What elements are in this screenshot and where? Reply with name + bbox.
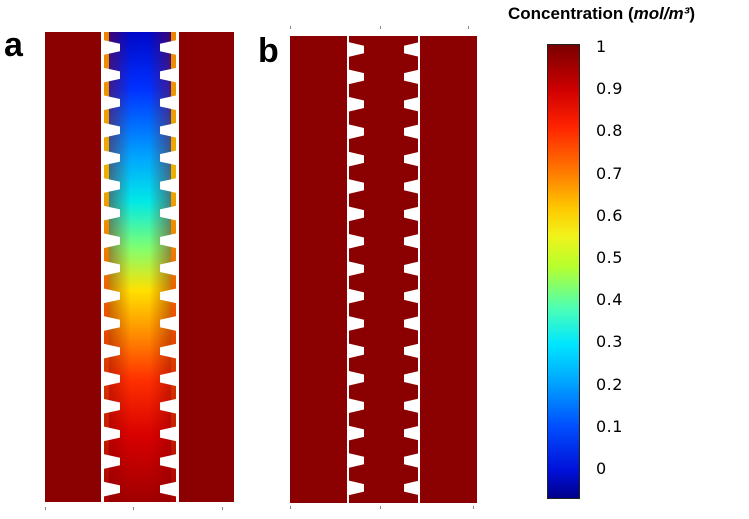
colorbar-title: Concentration (mol/m³) [508, 4, 695, 24]
wall-notch [160, 288, 177, 304]
wall-notch [160, 40, 177, 55]
wall-notch [404, 206, 420, 222]
wall-notch [348, 398, 364, 414]
axis-tick [290, 506, 291, 509]
wall-notch [160, 316, 177, 331]
wall-notch [348, 42, 364, 57]
colorbar-tick-label: 0 [596, 459, 607, 478]
colorbar-tick-label: 0.2 [596, 374, 623, 394]
wall-notch [404, 425, 420, 441]
wall-notch [103, 481, 120, 497]
axis-tick [45, 507, 46, 510]
wall-notch [103, 454, 120, 469]
wall-notch [103, 316, 120, 331]
wall-notch [404, 179, 420, 194]
concentration-field-a [45, 32, 234, 502]
wall-notch [404, 96, 420, 112]
colorbar-tick-label: 0.1 [596, 416, 623, 436]
wall-notch [348, 316, 364, 331]
wall-notch [348, 206, 364, 222]
wall-notch [348, 96, 364, 112]
wall-notch [160, 95, 177, 111]
colorbar-tick-label: 0.5 [596, 248, 623, 267]
colorbar-tick-label: 0.4 [596, 290, 623, 310]
wall-notch [404, 316, 420, 331]
axis-tick [380, 26, 381, 29]
colorbar-tick-label: 0.9 [596, 79, 623, 99]
wall-notch [103, 150, 120, 166]
wall-notch [160, 178, 177, 193]
wall-notch [103, 371, 120, 387]
wall-notch [348, 233, 364, 249]
colorbar-tick-label: 0.8 [596, 121, 623, 141]
wall-notch [404, 261, 420, 277]
wall-notch [404, 233, 420, 249]
wall-notch [404, 288, 420, 304]
wall-notch [160, 150, 177, 166]
wall-notch [348, 151, 364, 167]
wall-notch [103, 40, 120, 55]
wall-notch [160, 67, 177, 83]
wall-notch [103, 426, 120, 442]
wall-notch [103, 67, 120, 83]
wall-notch [404, 42, 420, 57]
wall-notch [103, 398, 120, 414]
colorbar-title-end: ) [689, 4, 696, 23]
wall-notch [348, 124, 364, 140]
wall-notch [160, 205, 177, 221]
wall-notch [160, 343, 177, 359]
wall-notch [404, 343, 420, 359]
wall-notch [103, 95, 120, 111]
wall-notch [404, 480, 420, 496]
wall-notch [160, 398, 177, 414]
colorbar-tick-label: 0.3 [596, 332, 623, 352]
wall-notch [348, 453, 364, 468]
wall-notch [404, 151, 420, 167]
wall-notch [348, 288, 364, 304]
wall-notch [348, 69, 364, 85]
wall-notch [103, 288, 120, 304]
wall-notch [348, 480, 364, 496]
colorbar-tick-label: 0.7 [596, 163, 623, 183]
wall-notch [160, 426, 177, 442]
wall-notch [404, 124, 420, 140]
colorbar-tick-label: 1 [596, 37, 607, 56]
wall-notch [348, 370, 364, 386]
wall-notch [348, 343, 364, 359]
wall-notch [160, 371, 177, 387]
colorbar [547, 44, 580, 499]
wall-notch [348, 425, 364, 441]
wall-notch [103, 260, 120, 276]
wall-notch [404, 453, 420, 468]
wall-notch [404, 69, 420, 85]
panel-label-b: b [258, 32, 279, 70]
concentration-field-b [290, 36, 477, 503]
wall-notch [103, 178, 120, 193]
wall-notch [160, 454, 177, 469]
colorbar-title-text: Concentration ( [508, 4, 634, 23]
axis-tick [473, 506, 474, 509]
wall-notch [348, 261, 364, 277]
wall-notch [103, 343, 120, 359]
wall-notch [404, 398, 420, 414]
colorbar-tick-label: 0.6 [596, 205, 623, 225]
colorbar-unit: mol/m³ [633, 4, 690, 23]
wall-notch [160, 122, 177, 138]
wall-notch [103, 233, 120, 249]
wall-notch [160, 260, 177, 276]
wall-notch [348, 179, 364, 194]
wall-notch [404, 370, 420, 386]
wall-notch [103, 205, 120, 221]
wall-notch [160, 481, 177, 497]
axis-tick [290, 26, 291, 29]
panel-label-a: a [4, 26, 23, 64]
axis-tick [468, 26, 469, 29]
wall-notch [103, 122, 120, 138]
axis-tick [133, 507, 134, 510]
wall-notch [160, 233, 177, 249]
axis-tick [222, 507, 223, 510]
axis-tick [380, 506, 381, 509]
